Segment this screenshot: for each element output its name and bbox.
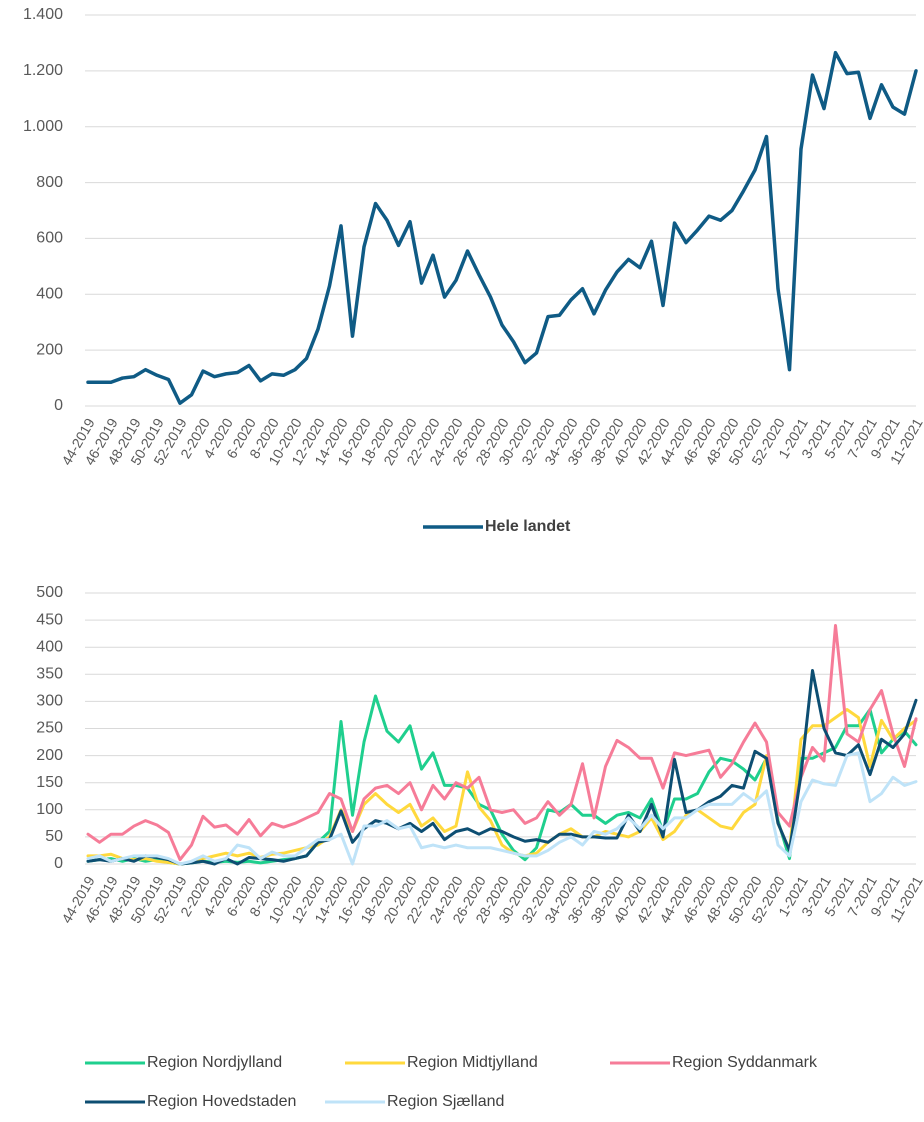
y-tick-label: 150 (36, 774, 63, 791)
y-tick-label: 400 (36, 638, 63, 655)
y-tick-label: 0 (54, 397, 63, 414)
y-tick-label: 1.200 (23, 62, 63, 79)
y-tick-label: 0 (54, 855, 63, 872)
legend-label: Hele landet (485, 518, 571, 535)
y-tick-label: 200 (36, 341, 63, 358)
y-tick-label: 200 (36, 747, 63, 764)
y-tick-label: 50 (45, 828, 63, 845)
y-tick-label: 350 (36, 666, 63, 683)
y-tick-label: 100 (36, 801, 63, 818)
y-tick-label: 400 (36, 286, 63, 303)
series-line (86, 624, 918, 862)
legend-label: Region Syddanmark (672, 1054, 818, 1071)
legend-label: Region Midtjylland (407, 1054, 538, 1071)
y-tick-label: 500 (36, 584, 63, 601)
y-tick-label: 600 (36, 230, 63, 247)
legend-label: Region Hovedstaden (147, 1093, 296, 1110)
series-line (86, 50, 918, 405)
series-line (86, 751, 918, 866)
y-tick-label: 450 (36, 611, 63, 628)
y-tick-label: 300 (36, 693, 63, 710)
legend-label: Region Nordjylland (147, 1054, 282, 1071)
y-tick-label: 1.000 (23, 118, 63, 135)
y-tick-label: 1.400 (23, 6, 63, 23)
y-tick-label: 250 (36, 720, 63, 737)
legend-label: Region Sjælland (387, 1093, 504, 1110)
y-tick-label: 800 (36, 174, 63, 191)
